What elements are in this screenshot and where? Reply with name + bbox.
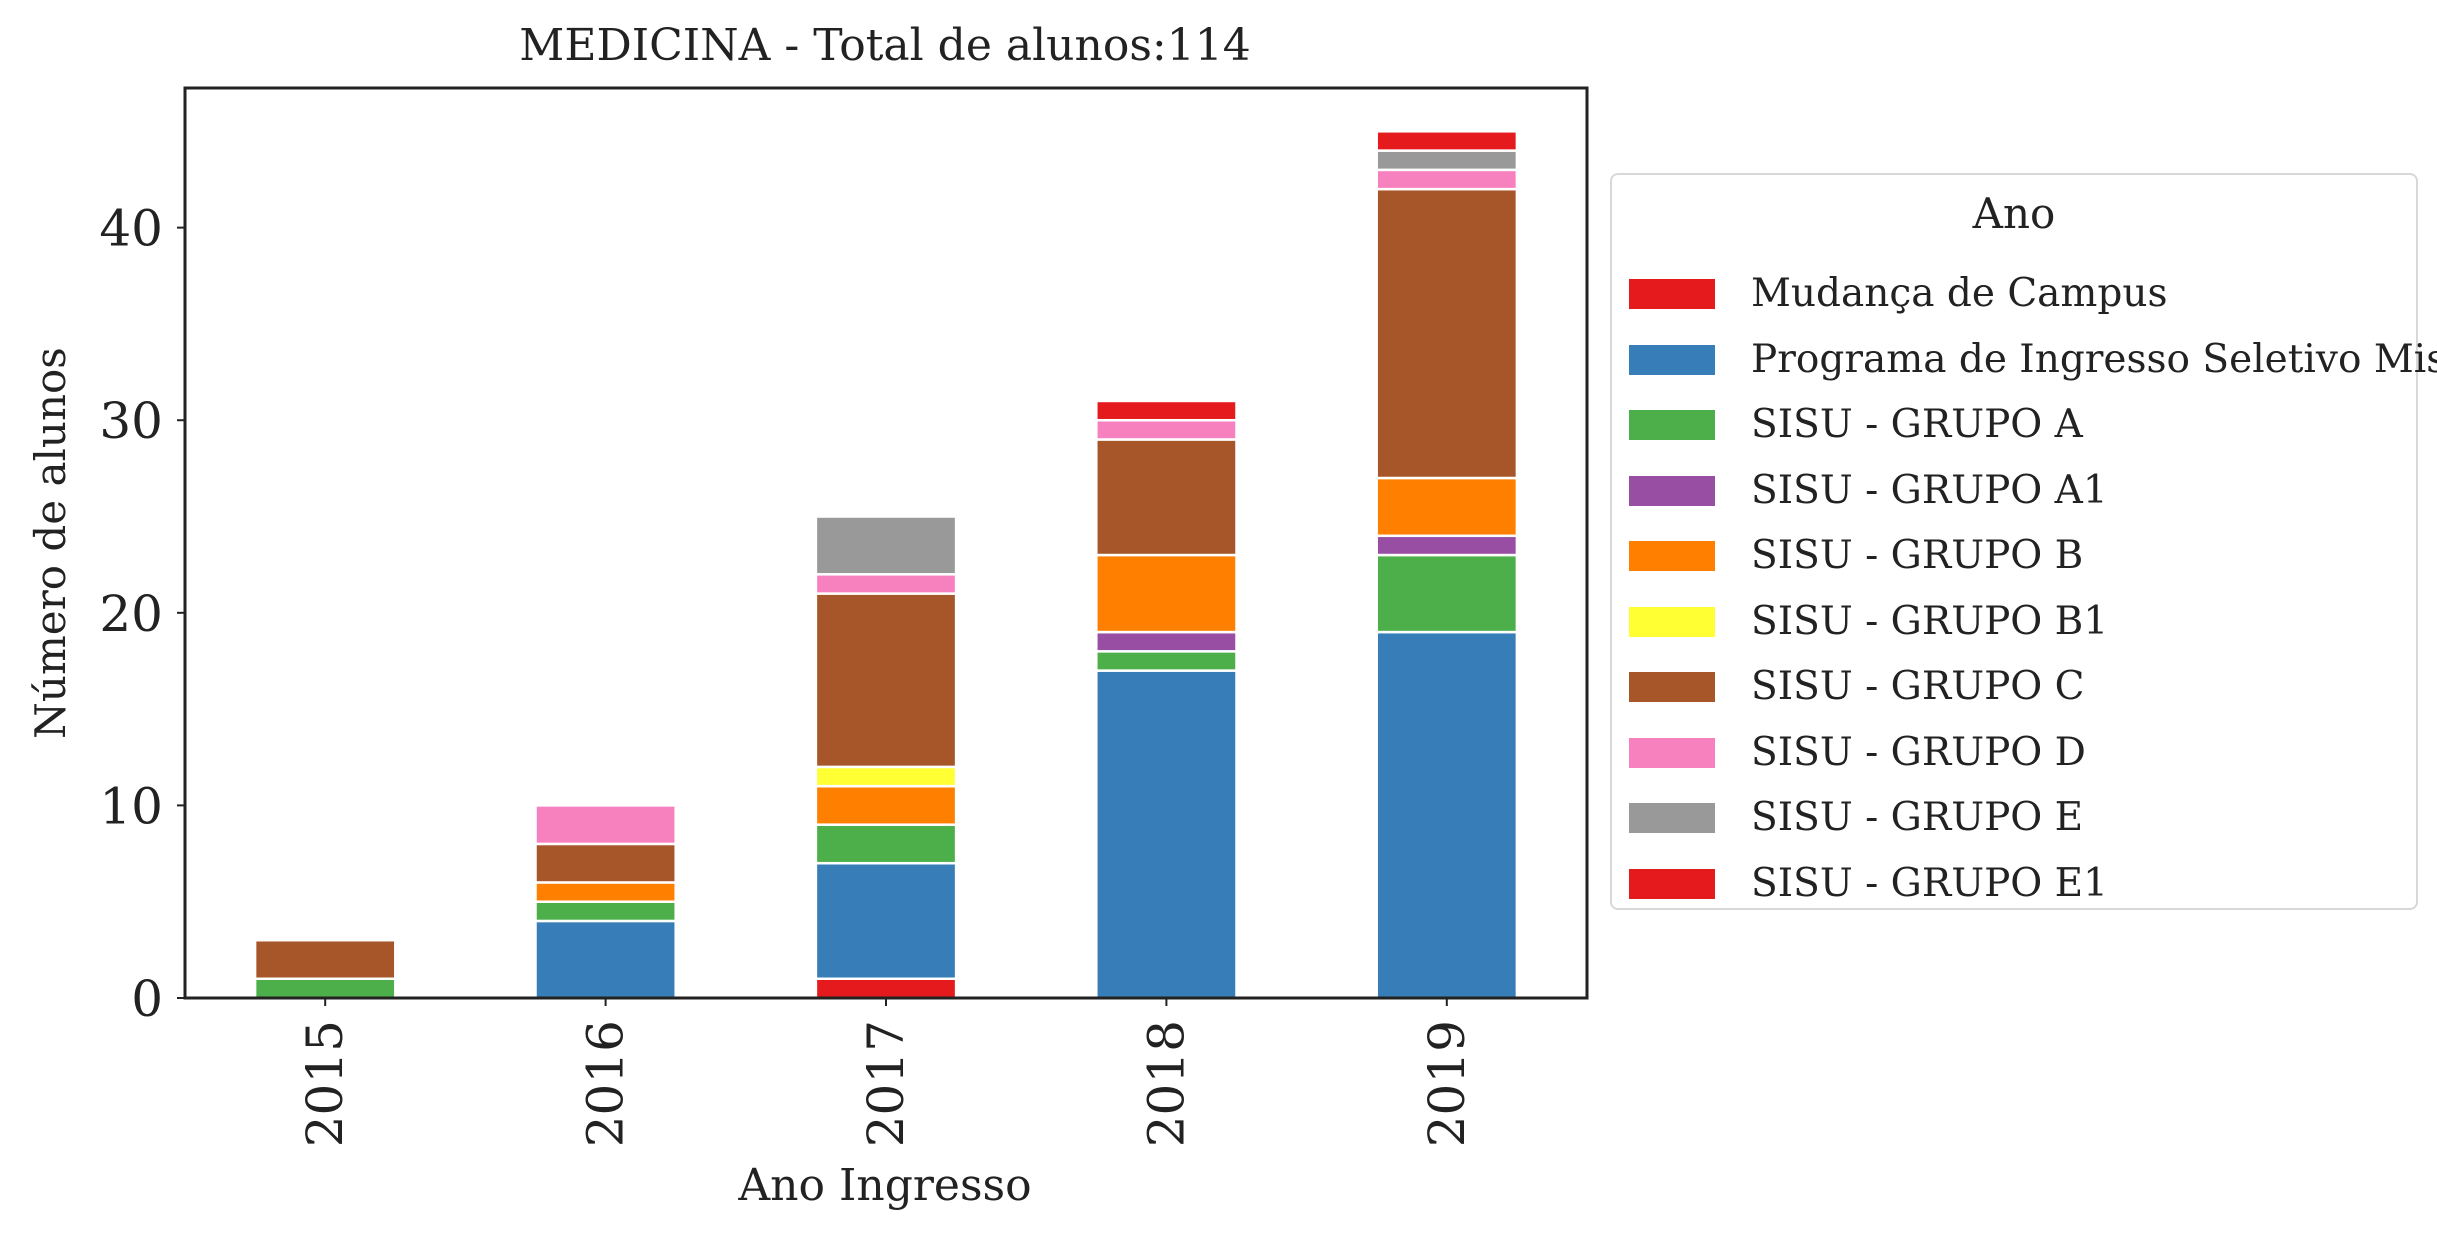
- y-axis-ticks: 0 10 20 30 40: [99, 200, 185, 1028]
- legend-swatch: [1629, 672, 1715, 702]
- bars-group: [253, 130, 1519, 1000]
- legend-entry: SISU - GRUPO A: [1612, 394, 2416, 456]
- x-tick-label: 2018: [1137, 1020, 1195, 1147]
- legend-entry: SISU - GRUPO A1: [1612, 460, 2416, 522]
- bar-segment-2017-series-2: [814, 823, 958, 865]
- legend-swatch: [1629, 737, 1715, 768]
- x-tick-label: 2019: [1418, 1020, 1476, 1147]
- bar-segment-2015-series-2: [253, 977, 397, 1000]
- bar-segment-2018-series-7: [1095, 418, 1238, 441]
- legend-entry: SISU - GRUPO B: [1612, 525, 2416, 587]
- legend-entry: SISU - GRUPO B1: [1612, 591, 2416, 653]
- y-axis-label: Número de alunos: [26, 347, 75, 739]
- bar-segment-2016-series-4: [534, 881, 677, 903]
- bar-segment-2018-series-2: [1095, 650, 1238, 672]
- bar-segment-2019-series-4: [1375, 476, 1519, 538]
- legend-label: SISU - GRUPO D: [1751, 729, 2086, 775]
- bar-segment-2018-series-1: [1095, 669, 1238, 1000]
- legend-swatch: [1629, 803, 1715, 833]
- legend-label: SISU - GRUPO E: [1751, 795, 2084, 840]
- x-tick-label: 2016: [577, 1020, 635, 1147]
- legend-swatch: [1629, 410, 1715, 440]
- bar-segment-2017-series-1: [814, 861, 958, 980]
- bar-segment-2017-series-4: [814, 784, 958, 826]
- legend-swatch: [1629, 606, 1715, 637]
- legend-label: SISU - GRUPO E1: [1751, 860, 2108, 906]
- bar-segment-2016-series-2: [534, 900, 677, 923]
- bar-segment-2019-series-9: [1375, 130, 1519, 152]
- bar-segment-2015-series-6: [253, 938, 397, 980]
- bar-segment-2017-series-5: [814, 765, 958, 788]
- legend-label: Mudança de Campus: [1751, 271, 2168, 316]
- legend-label: SISU - GRUPO C: [1751, 664, 2085, 709]
- x-tick-label: 2017: [857, 1020, 915, 1147]
- bar-segment-2018-series-3: [1095, 630, 1238, 653]
- bar-segment-2017-series-6: [814, 592, 958, 769]
- bar-segment-2016-series-6: [534, 842, 677, 884]
- bar-segment-2016-series-1: [534, 919, 677, 1000]
- y-tick-label: 0: [131, 970, 163, 1028]
- legend-entry: SISU - GRUPO E: [1612, 787, 2416, 849]
- legend-label: SISU - GRUPO A1: [1751, 467, 2108, 513]
- legend-swatch: [1629, 541, 1715, 571]
- bar-segment-2017-series-0: [814, 977, 958, 1000]
- bar-segment-2016-series-7: [534, 804, 677, 846]
- legend-entry: SISU - GRUPO D: [1612, 722, 2416, 784]
- bar-segment-2019-series-6: [1375, 187, 1519, 480]
- x-axis-label: Ano Ingresso: [737, 1160, 1031, 1211]
- x-tick-label: 2015: [296, 1020, 354, 1147]
- y-tick-label: 20: [99, 585, 163, 643]
- bar-segment-2017-series-8: [814, 515, 958, 576]
- legend-label: SISU - GRUPO A: [1751, 402, 2083, 447]
- bar-segment-2019-series-1: [1375, 630, 1519, 1000]
- legend-entry: SISU - GRUPO E1: [1612, 853, 2416, 915]
- legend-swatch: [1629, 868, 1715, 899]
- y-tick-label: 30: [99, 392, 163, 450]
- bar-segment-2017-series-7: [814, 573, 958, 595]
- bar-segment-2019-series-2: [1375, 553, 1519, 634]
- legend-label: Programa de Ingresso Seletivo Misto: [1751, 336, 2437, 382]
- legend: Ano Mudança de Campus Programa de Ingress…: [1610, 173, 2437, 910]
- y-tick-label: 40: [99, 200, 163, 258]
- legend-label: SISU - GRUPO B: [1751, 533, 2084, 578]
- bar-segment-2018-series-6: [1095, 438, 1238, 557]
- bar-segment-2018-series-4: [1095, 553, 1238, 634]
- bar-segment-2019-series-8: [1375, 149, 1519, 172]
- legend-swatch: [1629, 475, 1715, 506]
- legend-title: Ano: [1972, 189, 2056, 238]
- legend-entry: Mudança de Campus: [1612, 263, 2416, 325]
- bar-segment-2019-series-7: [1375, 168, 1519, 191]
- bar-segment-2018-series-9: [1095, 399, 1238, 422]
- x-axis-ticks: 2015 2016 2017 2018 2019: [296, 998, 1476, 1147]
- chart-title: MEDICINA - Total de alunos:114: [519, 20, 1250, 71]
- legend-entry: Programa de Ingresso Seletivo Misto: [1612, 329, 2437, 391]
- legend-entry: SISU - GRUPO C: [1612, 656, 2416, 718]
- legend-swatch: [1629, 344, 1715, 375]
- y-tick-label: 10: [99, 777, 163, 835]
- bar-segment-2019-series-3: [1375, 534, 1519, 557]
- legend-swatch: [1629, 279, 1715, 309]
- legend-label: SISU - GRUPO B1: [1751, 598, 2109, 644]
